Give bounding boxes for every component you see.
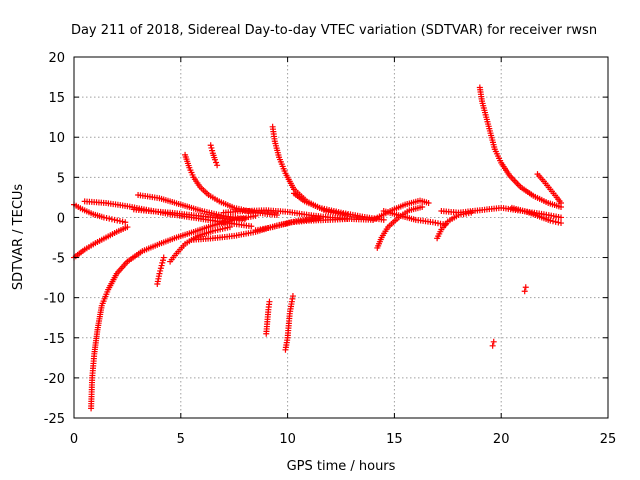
x-tick-label: 0 [70,432,78,447]
data-point [213,159,220,166]
data-point [103,215,110,222]
plot-frame [73,56,609,419]
data-point [266,298,273,305]
data-point [248,223,255,230]
data-point [207,142,214,149]
data-point [226,224,233,231]
series-arc-j [207,142,221,169]
series-arc-z [489,284,529,349]
data-point [209,147,216,154]
data-point [380,216,387,223]
ticks-layer: 0 5 10 15 20 25 -25 -20 -15 -10 -5 0 5 10 15 20 [44,51,617,447]
y-tick-label: -10 [44,292,65,307]
data-point [211,156,218,163]
data-point [549,218,556,225]
series-arc-o [291,190,387,223]
data-point [108,216,115,223]
data-point [425,200,432,207]
y-tick-label: 5 [57,171,65,186]
data-point [344,216,351,223]
data-point [111,216,118,223]
data-point [157,265,164,272]
x-tick-label: 20 [493,432,510,447]
data-point [489,342,496,349]
data-point [558,220,565,227]
data-point [124,224,131,231]
y-tick-label: 20 [48,51,65,66]
x-tick-label: 15 [386,432,403,447]
data-point [208,144,215,151]
chart-title: Day 211 of 2018, Sidereal Day-to-day VTE… [71,23,597,38]
series-arc-y [508,204,565,227]
series-arc-m [263,298,273,337]
data-point [555,219,562,226]
series-arc-p [220,207,377,223]
data-point [119,218,126,225]
series-arc-g [154,254,167,288]
series-arc-q [252,216,351,234]
series-arc-s [370,197,432,223]
data-point [157,267,164,274]
data-point [122,219,129,226]
data-point [116,218,123,225]
y-axis-label: SDTVAR / TECUs [11,184,26,291]
data-points-layer [71,84,565,412]
data-point [558,200,565,207]
y-tick-label: -25 [44,412,65,427]
data-point [159,259,166,266]
data-point [521,288,528,295]
data-point [490,338,497,345]
grid-layer [74,57,608,418]
series-arc-t [380,208,449,228]
y-tick-label: -15 [44,332,65,347]
x-axis-label: GPS time / hours [287,459,396,474]
x-tick-label: 10 [279,432,296,447]
data-point [547,217,554,224]
data-point [522,284,529,291]
data-point [273,212,280,219]
y-tick-label: -20 [44,372,65,387]
series-arc-i [182,151,280,219]
y-tick-label: 10 [48,131,65,146]
x-tick-label: 5 [177,432,185,447]
data-point [160,254,167,261]
data-point [100,214,107,221]
data-point [106,215,113,222]
x-tick-label: 25 [600,432,617,447]
series-arc-x [534,171,565,207]
data-point [214,162,221,169]
data-point [114,217,121,224]
data-point [158,262,165,269]
series-arc-w [476,84,565,211]
data-point [419,204,426,211]
y-tick-label: 15 [48,91,65,106]
series-arc-e [135,191,248,223]
series-arc-b [71,224,131,261]
data-point [241,216,248,223]
data-point [160,257,166,264]
series-arc-n [282,293,296,353]
data-point [552,218,559,225]
data-point [156,270,163,277]
series-arc-c [88,212,259,412]
data-point [289,293,296,300]
y-tick-label: 0 [57,211,65,226]
data-point [231,216,238,223]
data-point [558,214,565,221]
series-arc-f [130,206,238,223]
series-arc-r [374,204,426,251]
y-tick-label: -5 [52,252,65,267]
